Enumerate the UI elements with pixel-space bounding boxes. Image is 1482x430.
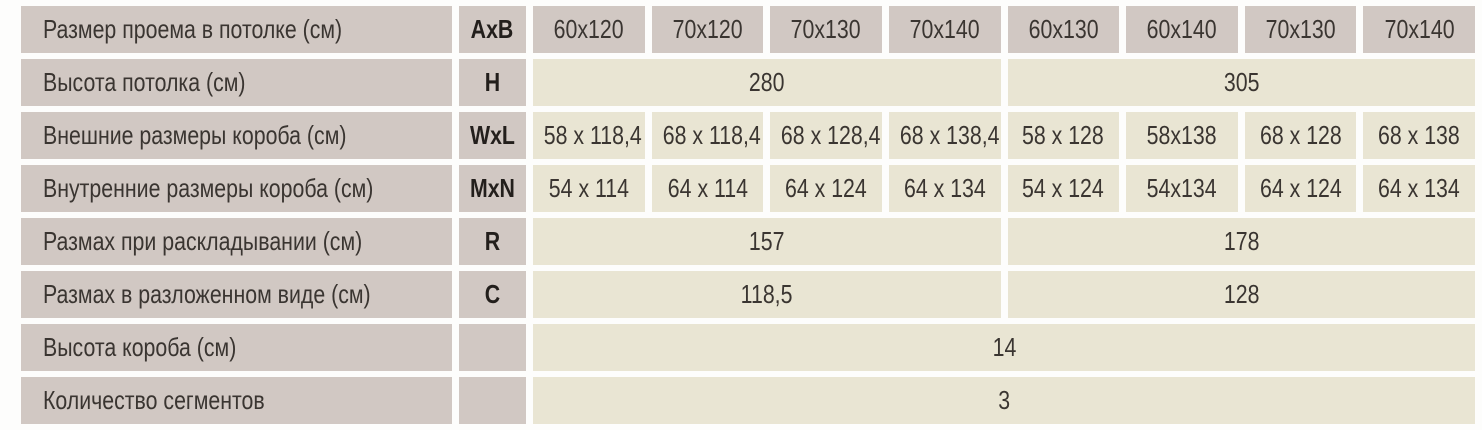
param-key: MxN <box>459 165 526 212</box>
size-header-cell: 70x130 <box>770 6 882 53</box>
size-header-cell: 60x120 <box>533 6 645 53</box>
row-label: Высота короба (см) <box>21 324 452 371</box>
row-label: Количество сегментов <box>21 377 452 424</box>
param-key: AxB <box>459 6 526 53</box>
value-cell: 68 x 138,4 <box>888 112 1001 159</box>
table-row-segment-count: Количество сегментов 3 <box>21 377 1475 424</box>
row-label: Размер проема в потолке (см) <box>21 6 452 53</box>
value-cell: 118,5 <box>533 271 1001 318</box>
spec-table: Размер проема в потолке (см) AxB 60x120 … <box>14 0 1482 430</box>
table-row-box-height: Высота короба (см) 14 <box>21 324 1475 371</box>
value-cell: 54 x 114 <box>533 165 645 212</box>
value-cell: 58x138 <box>1126 112 1238 159</box>
value-cell: 64 x 124 <box>770 165 882 212</box>
table-row-outer-box-size: Внешние размеры короба (см) WxL 58 x 118… <box>21 112 1475 159</box>
table-row-inner-box-size: Внутренние размеры короба (см) MxN 54 x … <box>21 165 1475 212</box>
size-header-cell: 70x140 <box>888 6 1001 53</box>
param-key <box>459 324 526 371</box>
value-cell: 54x134 <box>1126 165 1238 212</box>
row-label: Внешние размеры короба (см) <box>21 112 452 159</box>
table-row-opening-size: Размер проема в потолке (см) AxB 60x120 … <box>21 6 1475 53</box>
value-cell: 3 <box>533 377 1475 424</box>
value-cell: 64 x 134 <box>1363 165 1475 212</box>
value-cell: 58 x 128 <box>1007 112 1120 159</box>
param-key: WxL <box>459 112 526 159</box>
value-cell: 64 x 134 <box>888 165 1001 212</box>
row-label: Внутренние размеры короба (см) <box>21 165 452 212</box>
row-label: Размах в разложенном виде (см) <box>21 271 452 318</box>
value-cell: 14 <box>533 324 1475 371</box>
value-cell: 58 x 118,4 <box>533 112 645 159</box>
param-key <box>459 377 526 424</box>
param-key: C <box>459 271 526 318</box>
value-cell: 280 <box>533 59 1001 106</box>
value-cell: 68 x 128 <box>1244 112 1357 159</box>
row-label: Размах при раскладывании (см) <box>21 218 452 265</box>
size-header-cell: 60x130 <box>1007 6 1120 53</box>
value-cell: 68 x 128,4 <box>770 112 882 159</box>
value-cell: 68 x 118,4 <box>651 112 764 159</box>
param-key: R <box>459 218 526 265</box>
row-label: Высота потолка (см) <box>21 59 452 106</box>
value-cell: 64 x 114 <box>651 165 764 212</box>
table-row-unfolding-span: Размах при раскладывании (см) R 157 178 <box>21 218 1475 265</box>
value-cell: 178 <box>1007 218 1475 265</box>
value-cell: 157 <box>533 218 1001 265</box>
value-cell: 68 x 138 <box>1363 112 1475 159</box>
value-cell: 54 x 124 <box>1007 165 1120 212</box>
size-header-cell: 70x120 <box>651 6 764 53</box>
table-row-ceiling-height: Высота потолка (см) H 280 305 <box>21 59 1475 106</box>
value-cell: 128 <box>1007 271 1475 318</box>
size-header-cell: 70x130 <box>1244 6 1357 53</box>
param-key: H <box>459 59 526 106</box>
table-row-unfolded-span: Размах в разложенном виде (см) C 118,5 1… <box>21 271 1475 318</box>
value-cell: 305 <box>1007 59 1475 106</box>
value-cell: 64 x 124 <box>1244 165 1357 212</box>
size-header-cell: 70x140 <box>1363 6 1475 53</box>
size-header-cell: 60x140 <box>1126 6 1238 53</box>
